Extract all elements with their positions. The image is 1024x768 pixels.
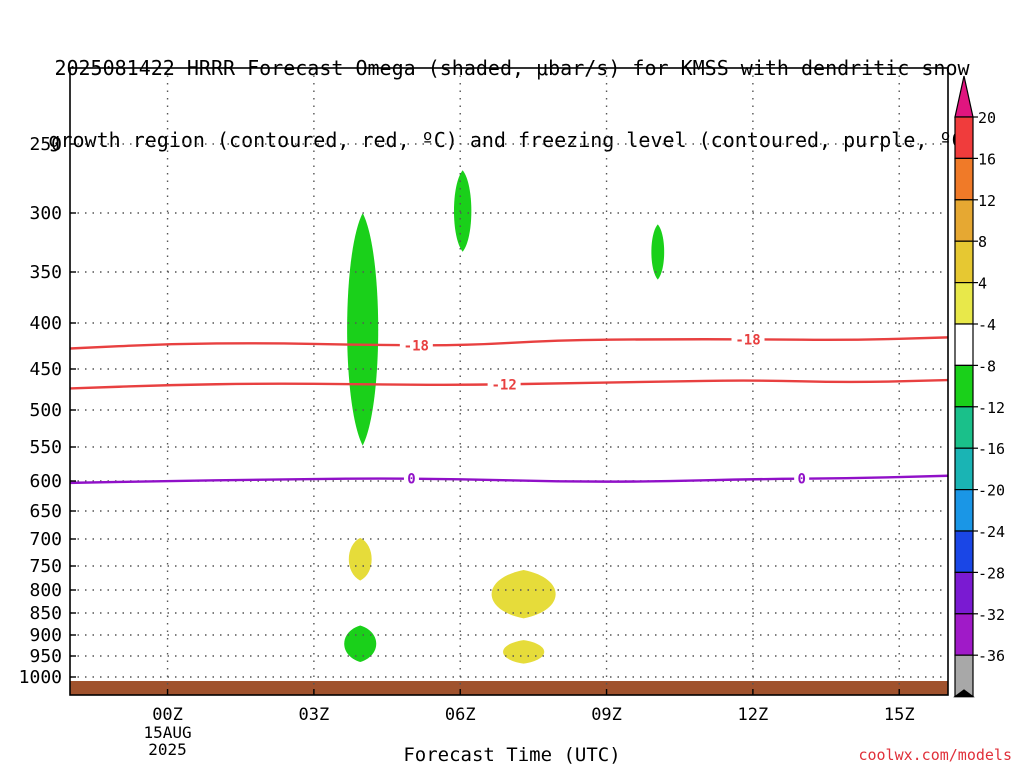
x-tick-label: 12Z	[738, 705, 769, 725]
colorbar-label: -24	[978, 523, 1005, 541]
contour-label: -18	[735, 332, 760, 348]
y-tick-label: 500	[29, 400, 62, 421]
colorbar-label: -8	[978, 357, 996, 375]
colorbar-label: 16	[978, 150, 996, 168]
omega-ascent-region	[347, 213, 379, 446]
y-tick-label: 650	[29, 501, 62, 522]
colorbar-swatch	[954, 323, 974, 367]
omega-ascent-region	[453, 170, 472, 252]
y-tick-label: 900	[29, 625, 62, 646]
y-tick-label: 800	[29, 580, 62, 601]
contour-label-bg	[794, 471, 810, 486]
x-date-label: 2025	[148, 740, 187, 759]
x-tick-label: 06Z	[445, 705, 476, 725]
y-tick-label: 400	[29, 313, 62, 334]
colorbar-swatch	[954, 406, 974, 449]
contour-label: 0	[407, 472, 415, 488]
colorbar-top-triangle	[954, 75, 974, 118]
colorbar-label: 12	[978, 192, 996, 210]
colorbar-label: 20	[978, 109, 996, 127]
credit-link[interactable]: coolwx.com/models	[858, 746, 1012, 764]
colorbar-swatch	[954, 489, 974, 532]
y-tick-label: 250	[29, 134, 62, 155]
colorbar-swatch	[954, 157, 974, 201]
colorbar-label: -28	[978, 564, 1005, 582]
colorbar-label: -36	[978, 647, 1005, 665]
colorbar-swatch	[954, 571, 974, 615]
x-tick-label: 15Z	[884, 705, 915, 725]
y-tick-label: 450	[29, 359, 62, 380]
y-tick-label: 750	[29, 556, 62, 577]
contour-line--18	[70, 336, 948, 350]
contour-line--12	[70, 378, 948, 390]
plot-area: -18 -18 -12 0 0	[70, 68, 948, 695]
y-tick-label: 600	[29, 471, 62, 492]
colorbar-label: -32	[978, 606, 1005, 624]
colorbar-swatch	[954, 530, 974, 574]
colorbar-label: 8	[978, 233, 987, 251]
colorbar-swatch	[954, 116, 974, 160]
colorbar-bottom-triangle	[953, 689, 975, 698]
y-tick-label: 300	[29, 203, 62, 224]
title-line-2: growth region (contoured, red, ºC) and f…	[48, 128, 976, 152]
y-tick-label: 1000	[19, 667, 62, 688]
colorbar-swatch	[954, 240, 974, 284]
colorbar-label: -12	[978, 399, 1005, 417]
colorbar-swatch	[954, 199, 974, 242]
x-date-label: 15AUG	[143, 723, 191, 742]
omega-descent-region	[491, 569, 556, 619]
colorbar-label: 4	[978, 275, 987, 293]
colorbar-swatch	[954, 613, 974, 656]
x-axis-label: Forecast Time (UTC)	[403, 744, 621, 766]
omega-descent-region	[503, 640, 545, 664]
colorbar-label: -4	[978, 316, 996, 334]
x-tick-label: 03Z	[299, 705, 330, 725]
y-tick-label: 700	[29, 529, 62, 550]
y-tick-label: 950	[29, 646, 62, 667]
y-tick-label: 850	[29, 603, 62, 624]
plot-frame	[69, 67, 949, 696]
x-tick-label: 09Z	[591, 705, 622, 725]
contour-label-bg	[487, 377, 521, 392]
colorbar-label: -20	[978, 482, 1005, 500]
contour-label-bg	[403, 471, 419, 486]
colorbar-label: -16	[978, 440, 1005, 458]
contour-label-bg	[399, 338, 433, 353]
contour-line-0	[70, 474, 948, 485]
omega-ascent-region	[344, 625, 377, 662]
x-tick-label: 00Z	[152, 705, 183, 725]
contour-label: -12	[491, 377, 516, 393]
contour-label: 0	[797, 472, 805, 488]
y-tick-label: 550	[29, 437, 62, 458]
contour-label-bg	[731, 332, 765, 347]
colorbar-swatch	[954, 447, 974, 491]
colorbar-swatch	[954, 282, 974, 325]
colorbar-swatch	[954, 364, 974, 408]
contour-label: -18	[404, 338, 429, 354]
omega-descent-region	[348, 537, 372, 581]
ground-fill	[70, 681, 948, 695]
y-tick-label: 350	[29, 262, 62, 283]
omega-ascent-region	[651, 224, 665, 280]
